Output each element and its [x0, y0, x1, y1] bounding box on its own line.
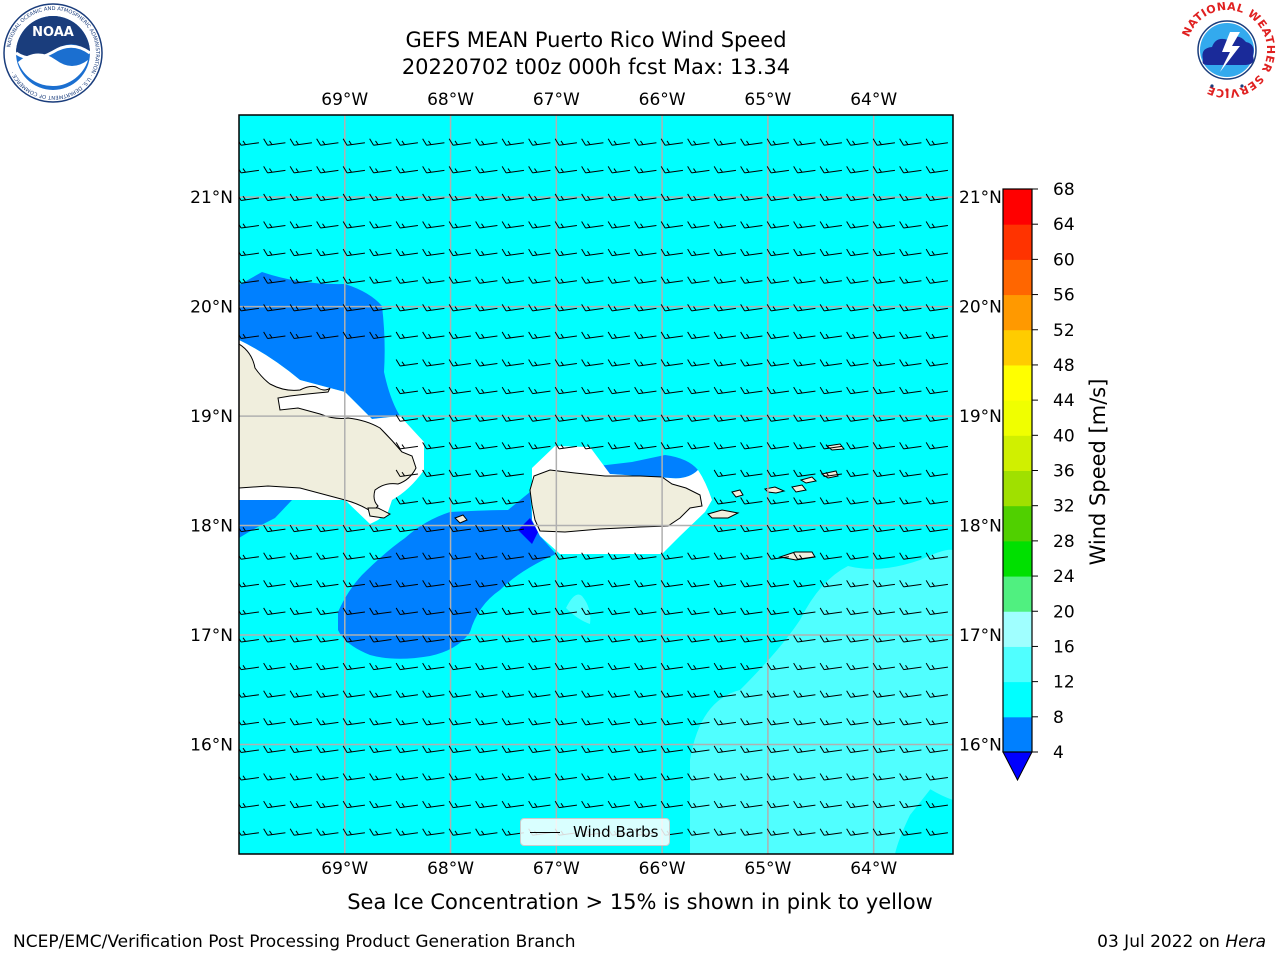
fresh-wind-region [690, 549, 953, 854]
lat-tick-label-right: 20°N [959, 298, 1002, 318]
culebra-island [731, 489, 744, 498]
colorbar-segment [1003, 681, 1032, 718]
colorbar-tick-label: 4 [1053, 743, 1064, 763]
light-wind-region-west [239, 500, 292, 538]
lat-tick-label-left: 21°N [190, 188, 233, 208]
puerto-rico-land [529, 469, 703, 533]
colorbar-tick-label: 16 [1053, 637, 1075, 657]
calm-wind-patch [518, 518, 538, 544]
light-wind-region-south [338, 492, 556, 659]
hispaniola-land [239, 343, 417, 513]
lon-tick-label-bottom: 68°W [427, 859, 474, 879]
colorbar-segment [1003, 470, 1032, 507]
st-john-island [791, 484, 807, 493]
lat-tick-label-right: 19°N [959, 407, 1002, 427]
lat-tick-label-left: 20°N [190, 298, 233, 318]
mona-island [454, 514, 468, 524]
colorbar-segment [1003, 294, 1032, 331]
colorbar-segment [1003, 400, 1032, 436]
colorbar-segment [1003, 646, 1032, 683]
colorbar-tick-label: 44 [1053, 391, 1075, 411]
colorbar-segment [1003, 329, 1032, 366]
colorbar-tick-label: 20 [1053, 602, 1075, 622]
sea-ice-note: Sea Ice Concentration > 15% is shown in … [347, 890, 933, 914]
footer-date-text: 03 Jul 2022 on [1097, 932, 1226, 952]
colorbar-tick-label: 28 [1053, 532, 1075, 552]
lat-tick-label-left: 18°N [190, 517, 233, 537]
colorbar-tick-label: 68 [1053, 180, 1075, 200]
footer-date: 03 Jul 2022 on Hera [1097, 932, 1266, 952]
lon-tick-label-top: 64°W [850, 90, 897, 110]
colorbar-tick-label: 40 [1053, 426, 1075, 446]
colorbar-title: Wind Speed [m/s] [1086, 379, 1110, 566]
vieques-island [707, 509, 740, 519]
noaa-logo: NATIONAL OCEANIC AND ATMOSPHERIC ADMINIS… [3, 3, 103, 103]
colorbar-segment [1003, 189, 1032, 225]
footer-host: Hera [1225, 932, 1266, 952]
lon-tick-label-top: 65°W [744, 90, 791, 110]
lon-tick-label-top: 66°W [639, 90, 686, 110]
fresh-wind-patch [566, 594, 591, 624]
colorbar-tick-label: 64 [1053, 215, 1075, 235]
map-gridlines [239, 115, 953, 854]
hispaniola-coast-detail [367, 507, 391, 519]
legend-wind-barb-symbol [530, 832, 560, 833]
colorbar-tick-label: 12 [1053, 673, 1075, 693]
colorbar-tick-label: 8 [1053, 708, 1064, 728]
colorbar-segment [1003, 505, 1032, 542]
colorbar-segment [1003, 364, 1032, 401]
footer-credit: NCEP/EMC/Verification Post Processing Pr… [13, 932, 576, 952]
lat-tick-label-right: 21°N [959, 188, 1002, 208]
nws-logo: NATIONAL WEATHER SERVICE [1180, 2, 1277, 98]
colorbar-tick-label: 36 [1053, 462, 1075, 482]
lon-tick-label-bottom: 64°W [850, 859, 897, 879]
colorbar-tick-label: 32 [1053, 497, 1075, 517]
colorbar-tick-label: 24 [1053, 567, 1075, 587]
lon-tick-label-bottom: 67°W [533, 859, 580, 879]
noaa-logo-text: NOAA [32, 25, 74, 40]
colorbar-segment [1003, 259, 1032, 296]
colorbar-segment [1003, 716, 1032, 753]
colorbar-tick-label: 52 [1053, 321, 1075, 341]
colorbar-under-extension [1002, 751, 1033, 782]
lon-tick-label-bottom: 65°W [744, 859, 791, 879]
lon-tick-label-bottom: 66°W [639, 859, 686, 879]
colorbar-segment [1003, 224, 1032, 260]
chart-subtitle: 20220702 t00z 000h fcst Max: 13.34 [401, 55, 791, 79]
colorbar-tick-label: 48 [1053, 356, 1075, 376]
lon-tick-label-top: 69°W [321, 90, 368, 110]
colorbar-tick-label: 56 [1053, 286, 1075, 306]
colorbar-tick-label: 60 [1053, 250, 1075, 270]
chart-title: GEFS MEAN Puerto Rico Wind Speed [405, 28, 787, 52]
lon-tick-label-top: 67°W [533, 90, 580, 110]
map-legend: Wind Barbs [520, 818, 670, 846]
colorbar-segment [1003, 576, 1032, 612]
legend-label: Wind Barbs [573, 823, 659, 841]
colorbar-segment [1003, 540, 1032, 577]
map-frame [238, 114, 954, 855]
tortola-island [799, 476, 818, 484]
lat-tick-label-left: 19°N [190, 407, 233, 427]
lon-tick-label-bottom: 69°W [321, 859, 368, 879]
lat-tick-label-right: 18°N [959, 517, 1002, 537]
lon-tick-label-top: 68°W [427, 90, 474, 110]
lat-tick-label-right: 16°N [959, 736, 1002, 756]
colorbar-segment [1003, 435, 1032, 471]
colorbar-segment [1003, 611, 1032, 647]
lat-tick-label-right: 17°N [959, 626, 1002, 646]
lat-tick-label-left: 17°N [190, 626, 233, 646]
light-wind-region-pr-north [598, 455, 698, 479]
lat-tick-label-left: 16°N [190, 736, 233, 756]
